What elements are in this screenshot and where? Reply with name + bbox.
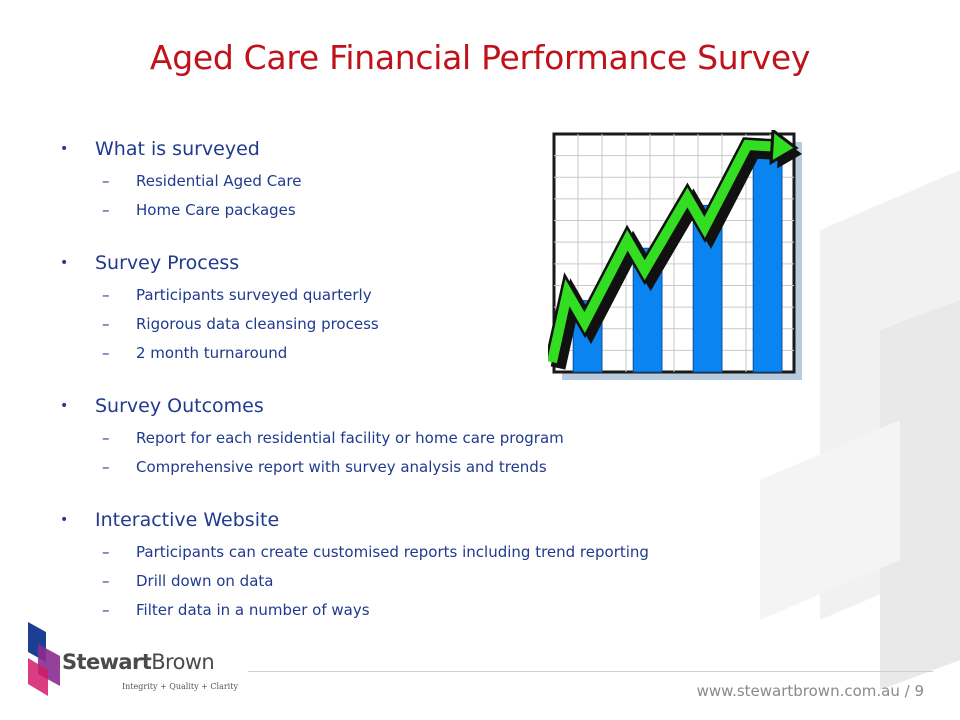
trend-arrow: [548, 139, 773, 364]
bullet-icon: •: [60, 398, 69, 414]
stewartbrown-logo: StewartBrown Integrity + Quality + Clari…: [24, 620, 238, 700]
section: • Survey Outcomes – Report for each residen…: [60, 389, 920, 481]
sub-item-row: – Drill down on data: [60, 566, 920, 595]
bullet-list: • What is surveyed – Residential Aged Care –…: [60, 132, 920, 646]
sub-item-row: – Filter data in a number of ways: [60, 595, 920, 624]
dash-icon: –: [102, 542, 110, 561]
page-separator: /: [899, 682, 915, 700]
footer-divider: [248, 671, 933, 672]
section-heading-row: • Survey Outcomes: [60, 389, 920, 423]
sub-item-row: – 2 month turnaround: [60, 338, 920, 367]
dash-icon: –: [102, 200, 110, 219]
sub-item: Rigorous data cleansing process: [136, 314, 379, 333]
sub-item-row: – Participants can create customised repo…: [60, 537, 920, 566]
dash-icon: –: [102, 571, 110, 590]
bullet-icon: •: [60, 512, 69, 528]
bullet-icon: •: [60, 141, 69, 157]
logo-mark-icon: [28, 622, 60, 696]
dash-icon: –: [102, 457, 110, 476]
sub-item-row: – Report for each residential facility or…: [60, 423, 920, 452]
section-heading: What is surveyed: [95, 138, 260, 160]
dash-icon: –: [102, 343, 110, 362]
section-heading: Survey Outcomes: [95, 395, 264, 417]
logo-tagline: Integrity + Quality + Clarity: [122, 682, 238, 691]
sub-item: Comprehensive report with survey analysi…: [136, 457, 547, 476]
footer-url[interactable]: www.stewartbrown.com.au / 9: [697, 682, 924, 700]
dash-icon: –: [102, 600, 110, 619]
bullet-icon: •: [60, 255, 69, 271]
dash-icon: –: [102, 171, 110, 190]
bar: [752, 152, 783, 373]
sub-item-row: – Rigorous data cleansing process: [60, 309, 920, 338]
trend-arrowhead: [769, 130, 799, 166]
page-number: 9: [914, 682, 924, 700]
sub-item: 2 month turnaround: [136, 343, 288, 362]
sub-item: Filter data in a number of ways: [136, 600, 370, 619]
footer-url-text: www.stewartbrown.com.au: [696, 682, 900, 700]
sub-item: Participants surveyed quarterly: [136, 285, 372, 304]
logo-brand-part2: Brown: [151, 650, 215, 674]
growth-chart: [548, 130, 802, 380]
dash-icon: –: [102, 428, 110, 447]
dash-icon: –: [102, 285, 110, 304]
sub-item: Home Care packages: [136, 200, 296, 219]
sub-item-row: – Residential Aged Care: [60, 166, 920, 195]
sub-item-row: – Comprehensive report with survey analys…: [60, 452, 920, 481]
slide-title: Aged Care Financial Performance Survey: [149, 38, 811, 77]
section: • Interactive Website – Participants can cr…: [60, 503, 920, 624]
section-heading-row: • Survey Process: [60, 246, 920, 280]
sub-item: Residential Aged Care: [136, 171, 302, 190]
section-heading: Interactive Website: [95, 509, 280, 531]
dash-icon: –: [102, 314, 110, 333]
section-heading-row: • What is surveyed: [60, 132, 920, 166]
section: • Survey Process – Participants surveyed qu…: [60, 246, 920, 367]
sub-item-row: – Participants surveyed quarterly: [60, 280, 920, 309]
logo-brand-part1: Stewart: [62, 650, 152, 674]
logo-brand: StewartBrown: [62, 650, 215, 674]
sub-item: Drill down on data: [136, 571, 274, 590]
section-heading: Survey Process: [95, 252, 240, 274]
sub-item: Participants can create customised repor…: [136, 542, 649, 561]
sub-item: Report for each residential facility or …: [136, 428, 564, 447]
sub-item-row: – Home Care packages: [60, 195, 920, 224]
section-heading-row: • Interactive Website: [60, 503, 920, 537]
section: • What is surveyed – Residential Aged Care –…: [60, 132, 920, 224]
